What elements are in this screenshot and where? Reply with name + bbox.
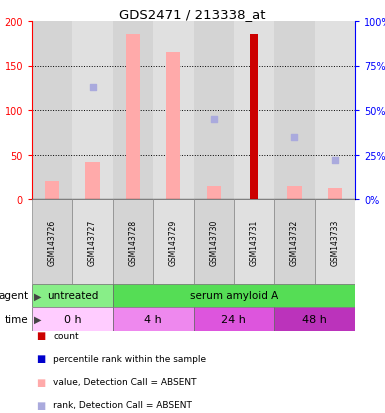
Text: agent: agent bbox=[0, 291, 28, 301]
Text: ■: ■ bbox=[36, 330, 45, 340]
Bar bbox=[315, 199, 355, 284]
Text: GSM143727: GSM143727 bbox=[88, 219, 97, 265]
Text: 24 h: 24 h bbox=[221, 314, 246, 324]
Text: time: time bbox=[5, 314, 28, 324]
Text: GSM143732: GSM143732 bbox=[290, 219, 299, 265]
Bar bbox=[274, 199, 315, 284]
Bar bbox=[274, 22, 315, 199]
Point bbox=[89, 84, 95, 91]
Bar bbox=[85, 162, 100, 199]
Bar bbox=[287, 186, 301, 199]
Text: untreated: untreated bbox=[47, 291, 98, 301]
Bar bbox=[153, 199, 194, 284]
Text: GSM143729: GSM143729 bbox=[169, 219, 178, 265]
Bar bbox=[126, 35, 140, 199]
Bar bbox=[194, 199, 234, 284]
Text: ▶: ▶ bbox=[34, 291, 42, 301]
Text: percentile rank within the sample: percentile rank within the sample bbox=[53, 354, 206, 363]
Bar bbox=[72, 22, 113, 199]
Bar bbox=[274, 307, 355, 331]
Bar bbox=[113, 22, 153, 199]
Point bbox=[211, 116, 217, 123]
Text: serum amyloid A: serum amyloid A bbox=[190, 291, 278, 301]
Bar bbox=[250, 35, 258, 199]
Text: GSM143730: GSM143730 bbox=[209, 219, 218, 265]
Point bbox=[332, 157, 338, 164]
Text: GDS2471 / 213338_at: GDS2471 / 213338_at bbox=[119, 8, 266, 21]
Bar bbox=[166, 53, 181, 199]
Text: GSM143726: GSM143726 bbox=[48, 219, 57, 265]
Text: GSM143728: GSM143728 bbox=[129, 219, 137, 265]
Bar bbox=[113, 199, 153, 284]
Bar bbox=[194, 307, 274, 331]
Bar bbox=[32, 284, 113, 307]
Bar bbox=[72, 199, 113, 284]
Text: 0 h: 0 h bbox=[64, 314, 81, 324]
Text: ■: ■ bbox=[36, 400, 45, 410]
Bar bbox=[32, 199, 72, 284]
Bar bbox=[315, 22, 355, 199]
Point bbox=[291, 134, 298, 141]
Text: GSM143733: GSM143733 bbox=[330, 219, 339, 265]
Text: ▶: ▶ bbox=[34, 314, 42, 324]
Bar bbox=[328, 189, 342, 199]
Text: rank, Detection Call = ABSENT: rank, Detection Call = ABSENT bbox=[53, 400, 192, 409]
Text: GSM143731: GSM143731 bbox=[249, 219, 259, 265]
Bar bbox=[45, 182, 59, 199]
Text: ■: ■ bbox=[36, 354, 45, 363]
Bar bbox=[194, 22, 234, 199]
Text: ■: ■ bbox=[36, 377, 45, 387]
Bar bbox=[32, 22, 72, 199]
Bar bbox=[32, 307, 113, 331]
Text: 48 h: 48 h bbox=[302, 314, 327, 324]
Bar bbox=[113, 307, 194, 331]
Text: value, Detection Call = ABSENT: value, Detection Call = ABSENT bbox=[53, 377, 197, 386]
Bar bbox=[234, 199, 274, 284]
Bar bbox=[207, 186, 221, 199]
Bar bbox=[234, 22, 274, 199]
Bar bbox=[153, 22, 194, 199]
Bar bbox=[113, 284, 355, 307]
Text: 4 h: 4 h bbox=[144, 314, 162, 324]
Text: count: count bbox=[53, 331, 79, 340]
